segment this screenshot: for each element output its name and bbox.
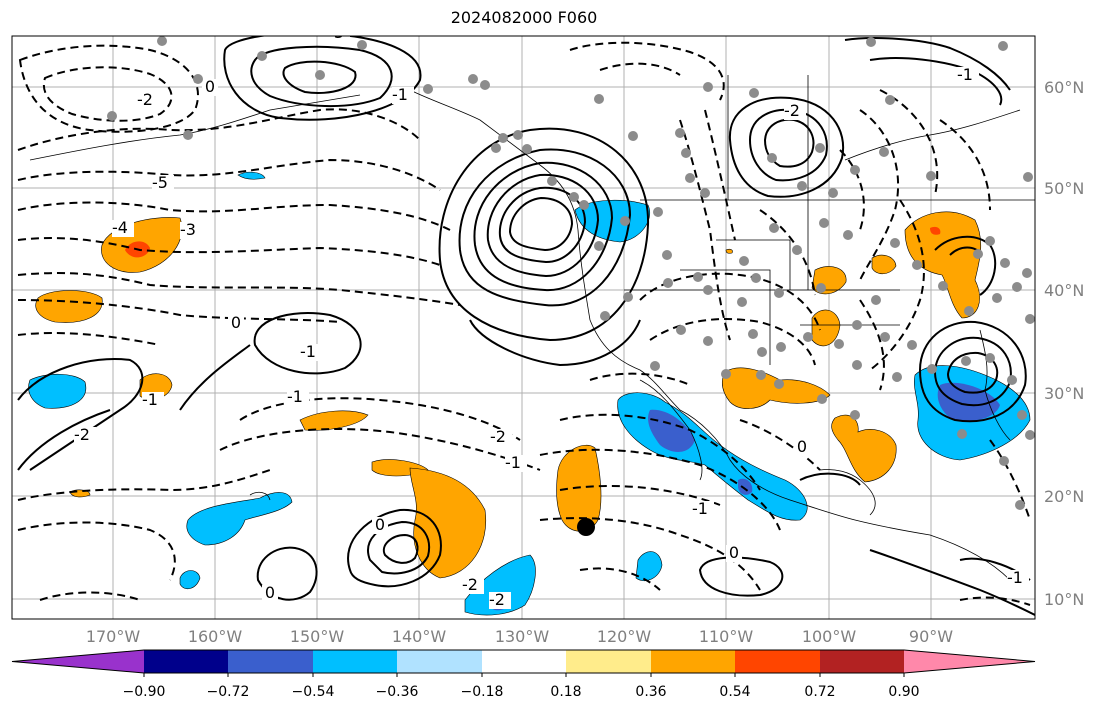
contour-label-bg — [462, 577, 484, 594]
positive-anomaly-shading — [35, 211, 982, 579]
colorbar-extend-high — [904, 650, 1035, 673]
colorbar-tick-label: 0.18 — [550, 684, 581, 700]
contour-label-bg — [726, 545, 742, 562]
contour-label: -1 — [392, 85, 408, 104]
map-frame — [11, 35, 1036, 620]
contour-label: 0 — [205, 77, 215, 96]
contour-label: -4 — [112, 218, 128, 237]
contour-label-bg — [328, 36, 350, 42]
contour-label: -1 — [957, 65, 973, 84]
colorbar-tick-label: 0.90 — [888, 684, 919, 700]
colorbar: −0.90 −0.72 −0.54 −0.36 −0.18 0.18 0.36 0.54 0.7… — [11, 649, 1036, 700]
colorbar-tick-label: −0.72 — [207, 684, 250, 700]
station-dots — [107, 36, 1035, 510]
contour-label: -1 — [505, 453, 521, 472]
contour-label-bg — [180, 222, 202, 239]
contour-label-bg — [137, 92, 159, 109]
contour-label: -2 — [74, 425, 90, 444]
latitude-ticks: 60°N 50°N 40°N 30°N 20°N 10°N — [1044, 78, 1084, 609]
contour-label: -1 — [692, 499, 708, 518]
contour-label-bg — [692, 501, 714, 518]
map-title: 2024082000 F060 — [450, 8, 598, 27]
lat-tick-label: 40°N — [1044, 281, 1084, 300]
colorbar-tick-label: 0.36 — [635, 684, 666, 700]
contour-label-bg — [202, 79, 218, 96]
contour-label-bg — [505, 455, 527, 472]
lon-tick-label: 120°W — [597, 627, 652, 646]
colorbar-segment — [820, 650, 904, 673]
contour-label: 0 — [797, 437, 807, 456]
lon-tick-label: 130°W — [495, 627, 550, 646]
contour-label: -2 — [784, 101, 800, 120]
contour-label-bg — [142, 392, 164, 409]
colorbar-segment — [313, 650, 397, 673]
contour-label-bg — [392, 87, 414, 104]
contour-label-bg — [957, 67, 979, 84]
colorbar-tick-label: −0.36 — [376, 684, 419, 700]
contour-label-bg — [794, 439, 810, 456]
colorbar-tick-label: −0.18 — [461, 684, 504, 700]
marker-dot — [577, 518, 595, 536]
colorbar-tick-label: −0.54 — [292, 684, 335, 700]
map-panel — [12, 36, 1035, 619]
contour-label-bg — [784, 103, 806, 120]
colorbar-extend-low — [12, 650, 144, 673]
contour-label-bg — [262, 585, 278, 602]
contour-label: -2 — [137, 90, 153, 109]
contour-label-bg — [489, 592, 511, 609]
contour-label: -3 — [328, 23, 344, 42]
coastlines — [29, 75, 1035, 581]
longitude-ticks: 170°W 160°W 150°W 140°W 130°W 120°W 110°W 100°W… — [86, 627, 953, 646]
contour-label: 0 — [375, 515, 385, 534]
contour-label-bg — [112, 220, 134, 237]
contour-label: -5 — [152, 173, 168, 192]
lon-tick-label: 110°W — [699, 627, 754, 646]
contour-label-bg — [152, 175, 174, 192]
lon-tick-label: 100°W — [802, 627, 857, 646]
colorbar-segment — [735, 650, 820, 673]
contour-label: 0 — [265, 583, 275, 602]
lat-tick-label: 20°N — [1044, 487, 1084, 506]
colorbar-tick-label: 0.72 — [804, 684, 835, 700]
contour-label: -3 — [180, 220, 196, 239]
contour-label-bg — [228, 315, 244, 332]
contour-label: -2 — [462, 575, 478, 594]
contour-label-bg — [287, 389, 309, 406]
colorbar-segment — [651, 650, 735, 673]
colorbar-segment — [144, 650, 228, 673]
contour-label: -1 — [287, 387, 303, 406]
contour-label-bg — [490, 429, 512, 446]
colorbar-tick-label: −0.90 — [123, 684, 166, 700]
colorbar-segment — [482, 650, 566, 673]
contour-label: -2 — [490, 427, 506, 446]
colorbar-segment — [566, 650, 651, 673]
contour-label-bg — [1007, 570, 1029, 587]
contour-label-group: -2 0 -3 -1 -5 -3 -4 0 -1 -1 -2 -1 -2 0 -1 -2 0 -1 -1 0 -2 0 -2… — [74, 23, 1029, 609]
colorbar-segment — [228, 650, 313, 673]
lat-tick-label: 50°N — [1044, 179, 1084, 198]
contour-label-bg — [372, 517, 388, 534]
dashed-contours — [17, 41, 1031, 606]
lat-tick-label: 60°N — [1044, 78, 1084, 97]
lat-tick-label: 10°N — [1044, 590, 1084, 609]
contour-label: -1 — [142, 390, 158, 409]
contour-label: -2 — [489, 590, 505, 609]
contour-label-bg — [300, 344, 322, 361]
lon-tick-label: 160°W — [188, 627, 243, 646]
lon-tick-label: 150°W — [290, 627, 345, 646]
lon-tick-label: 90°W — [909, 627, 953, 646]
lon-tick-label: 140°W — [392, 627, 447, 646]
lat-tick-label: 30°N — [1044, 384, 1084, 403]
contour-label: -1 — [300, 342, 316, 361]
contour-label: 0 — [231, 313, 241, 332]
contour-label: -1 — [1007, 568, 1023, 587]
lon-tick-label: 170°W — [86, 627, 141, 646]
colorbar-tick-label: 0.54 — [719, 684, 750, 700]
contour-label: 0 — [729, 543, 739, 562]
colorbar-segment — [397, 650, 482, 673]
contour-label-bg — [74, 427, 96, 444]
